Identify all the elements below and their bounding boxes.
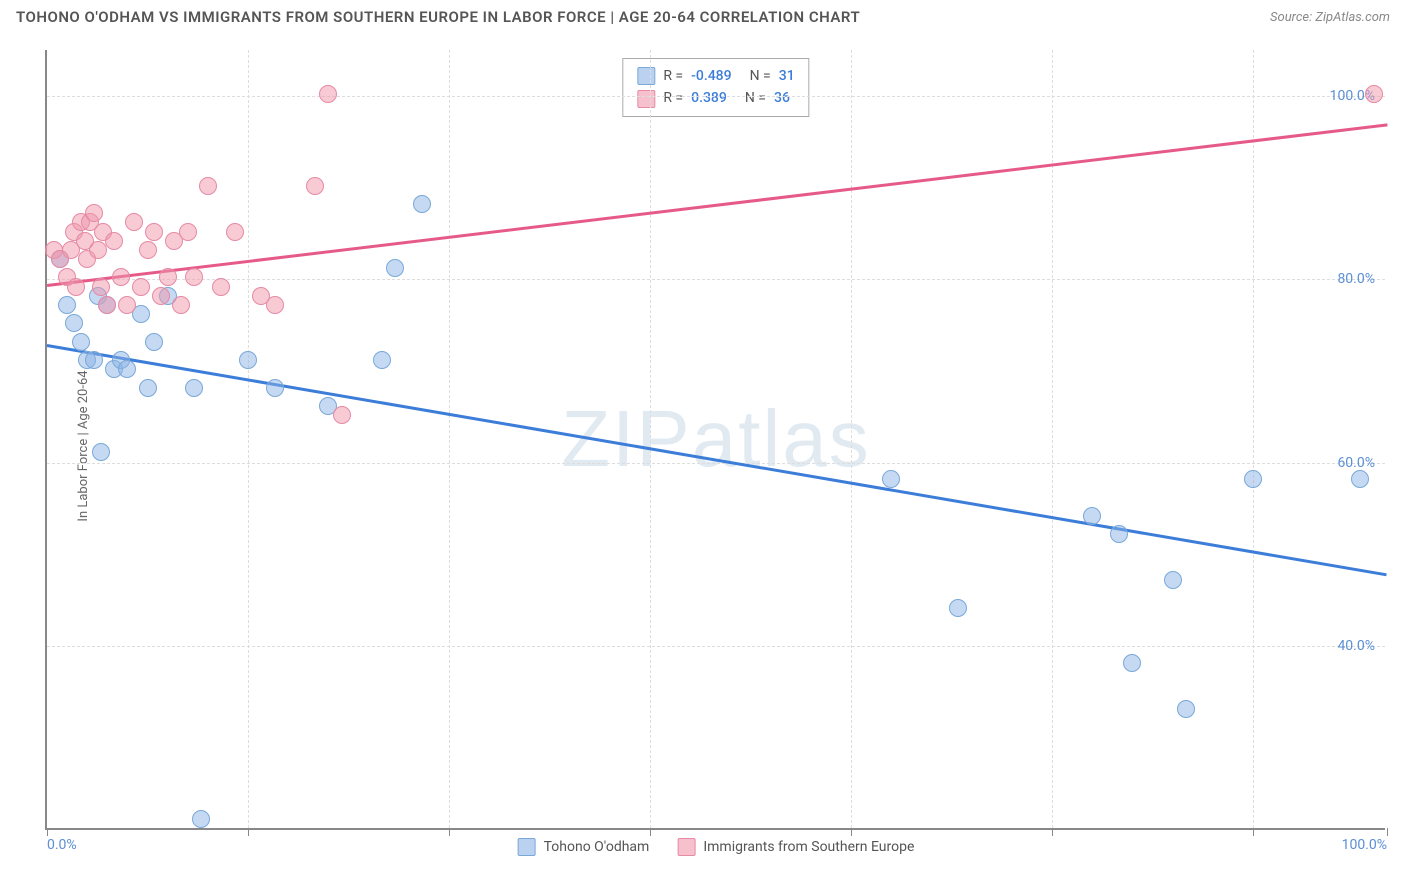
gridline-v <box>1253 50 1254 828</box>
gridline-v <box>650 50 651 828</box>
data-point <box>92 443 110 461</box>
data-point <box>139 241 157 259</box>
data-point <box>152 287 170 305</box>
data-point <box>185 268 203 286</box>
y-tick-label: 60.0% <box>1337 455 1375 471</box>
data-point <box>882 470 900 488</box>
x-tick-mark <box>449 828 450 836</box>
data-point <box>192 810 210 828</box>
data-point <box>92 278 110 296</box>
data-point <box>1177 700 1195 718</box>
data-point <box>1365 85 1383 103</box>
x-tick-mark <box>851 828 852 836</box>
n-label: N = <box>745 87 766 109</box>
data-point <box>333 406 351 424</box>
gridline-v <box>1052 50 1053 828</box>
data-point <box>185 379 203 397</box>
r-label: R = <box>663 65 683 87</box>
x-tick-mark <box>248 828 249 836</box>
source-label: Source: ZipAtlas.com <box>1270 10 1390 25</box>
data-point <box>105 232 123 250</box>
data-point <box>266 379 284 397</box>
data-point <box>199 177 217 195</box>
data-point <box>373 351 391 369</box>
gridline-v <box>851 50 852 828</box>
data-point <box>159 268 177 286</box>
data-point <box>266 296 284 314</box>
data-point <box>306 177 324 195</box>
n-label: N = <box>750 65 771 87</box>
data-point <box>145 333 163 351</box>
x-tick-mark <box>1387 828 1388 836</box>
x-tick-mark <box>650 828 651 836</box>
gridline-v <box>449 50 450 828</box>
r-value: -0.489 <box>691 65 731 87</box>
data-point <box>1123 654 1141 672</box>
data-point <box>132 278 150 296</box>
y-tick-label: 40.0% <box>1337 638 1375 654</box>
r-label: R = <box>663 87 683 109</box>
data-point <box>179 223 197 241</box>
data-point <box>145 223 163 241</box>
legend-item-pink: Immigrants from Southern Europe <box>677 838 914 856</box>
legend-row-pink: R = 0.389 N = 36 <box>637 87 794 109</box>
chart-title: TOHONO O'ODHAM VS IMMIGRANTS FROM SOUTHE… <box>16 8 860 26</box>
data-point <box>72 333 90 351</box>
swatch-blue-icon <box>637 67 655 85</box>
data-point <box>949 599 967 617</box>
swatch-pink-icon <box>677 838 695 856</box>
header: TOHONO O'ODHAM VS IMMIGRANTS FROM SOUTHE… <box>0 0 1406 34</box>
data-point <box>319 85 337 103</box>
x-tick-label: 0.0% <box>47 837 77 853</box>
data-point <box>118 360 136 378</box>
data-point <box>58 296 76 314</box>
data-point <box>125 213 143 231</box>
data-point <box>1164 571 1182 589</box>
legend-item-blue: Tohono O'odham <box>518 838 650 856</box>
legend-row-blue: R = -0.489 N = 31 <box>637 65 794 87</box>
data-point <box>1083 507 1101 525</box>
y-tick-label: 80.0% <box>1337 271 1375 287</box>
data-point <box>212 278 230 296</box>
x-tick-label: 100.0% <box>1342 837 1387 853</box>
x-tick-mark <box>1253 828 1254 836</box>
gridline-v <box>248 50 249 828</box>
data-point <box>85 204 103 222</box>
swatch-pink-icon <box>637 90 655 108</box>
data-point <box>1110 525 1128 543</box>
r-value: 0.389 <box>691 87 727 109</box>
data-point <box>89 241 107 259</box>
data-point <box>139 379 157 397</box>
swatch-blue-icon <box>518 838 536 856</box>
data-point <box>85 351 103 369</box>
n-value: 36 <box>774 87 790 109</box>
x-tick-mark <box>47 828 48 836</box>
data-point <box>226 223 244 241</box>
legend-label: Immigrants from Southern Europe <box>703 839 914 855</box>
data-point <box>172 296 190 314</box>
series-legend: Tohono O'odham Immigrants from Southern … <box>518 838 915 856</box>
data-point <box>98 296 116 314</box>
data-point <box>67 278 85 296</box>
data-point <box>1244 470 1262 488</box>
scatter-chart: ZIPatlas R = -0.489 N = 31 R = 0.389 N =… <box>45 50 1385 830</box>
data-point <box>239 351 257 369</box>
data-point <box>413 195 431 213</box>
n-value: 31 <box>779 65 795 87</box>
data-point <box>1351 470 1369 488</box>
x-tick-mark <box>1052 828 1053 836</box>
data-point <box>386 259 404 277</box>
data-point <box>112 268 130 286</box>
legend-label: Tohono O'odham <box>544 839 650 855</box>
data-point <box>65 314 83 332</box>
data-point <box>118 296 136 314</box>
